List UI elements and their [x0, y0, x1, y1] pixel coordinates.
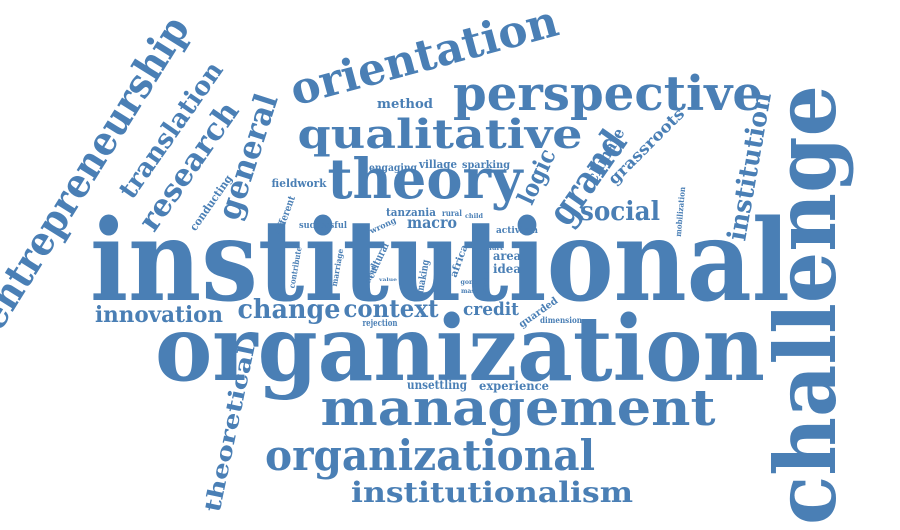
- word-rural: rural: [442, 208, 462, 218]
- word-mobilization: mobilization: [673, 186, 687, 237]
- word-rejection: rejection: [363, 319, 398, 329]
- word-hurt: hurt: [487, 245, 503, 252]
- word-area: area: [493, 249, 521, 263]
- word-engaging: engaging: [369, 163, 417, 174]
- word-unsettling: unsettling: [407, 378, 468, 392]
- word-perspective: perspective: [453, 66, 763, 122]
- word-value: value: [378, 277, 397, 283]
- word-idea: idea: [493, 262, 521, 276]
- word-sparking: sparking: [462, 160, 510, 171]
- word-organizational: organizational: [265, 431, 595, 480]
- word-activist: activist: [481, 270, 491, 296]
- word-macro: macro: [407, 213, 457, 232]
- word-dimension: dimension: [540, 315, 582, 325]
- word-social: social: [580, 197, 660, 227]
- word-credit: credit: [463, 299, 520, 320]
- word-management: management: [321, 378, 716, 437]
- word-method: method: [377, 97, 433, 112]
- word-child: child: [465, 213, 484, 220]
- word-qualitative: qualitative: [298, 111, 583, 158]
- word-innovation: innovation: [95, 302, 223, 328]
- word-mask: mask: [461, 288, 480, 295]
- word-successful: successful: [299, 221, 348, 231]
- word-theory: theory: [328, 146, 525, 211]
- word-organization: organization: [155, 296, 765, 402]
- word-challenge: challenge: [756, 85, 855, 525]
- word-institutionalism: institutionalism: [351, 476, 633, 509]
- word-fieldwork: fieldwork: [272, 177, 327, 190]
- word-activism: activism: [496, 226, 538, 236]
- word-village: village: [418, 158, 457, 171]
- word-experience: experience: [479, 379, 549, 393]
- word-institutional: institutional: [90, 196, 790, 327]
- word-change: change: [238, 295, 341, 325]
- word-context: context: [344, 294, 439, 323]
- word-gone: gone: [461, 279, 478, 286]
- word-tanzania: tanzania: [386, 206, 436, 219]
